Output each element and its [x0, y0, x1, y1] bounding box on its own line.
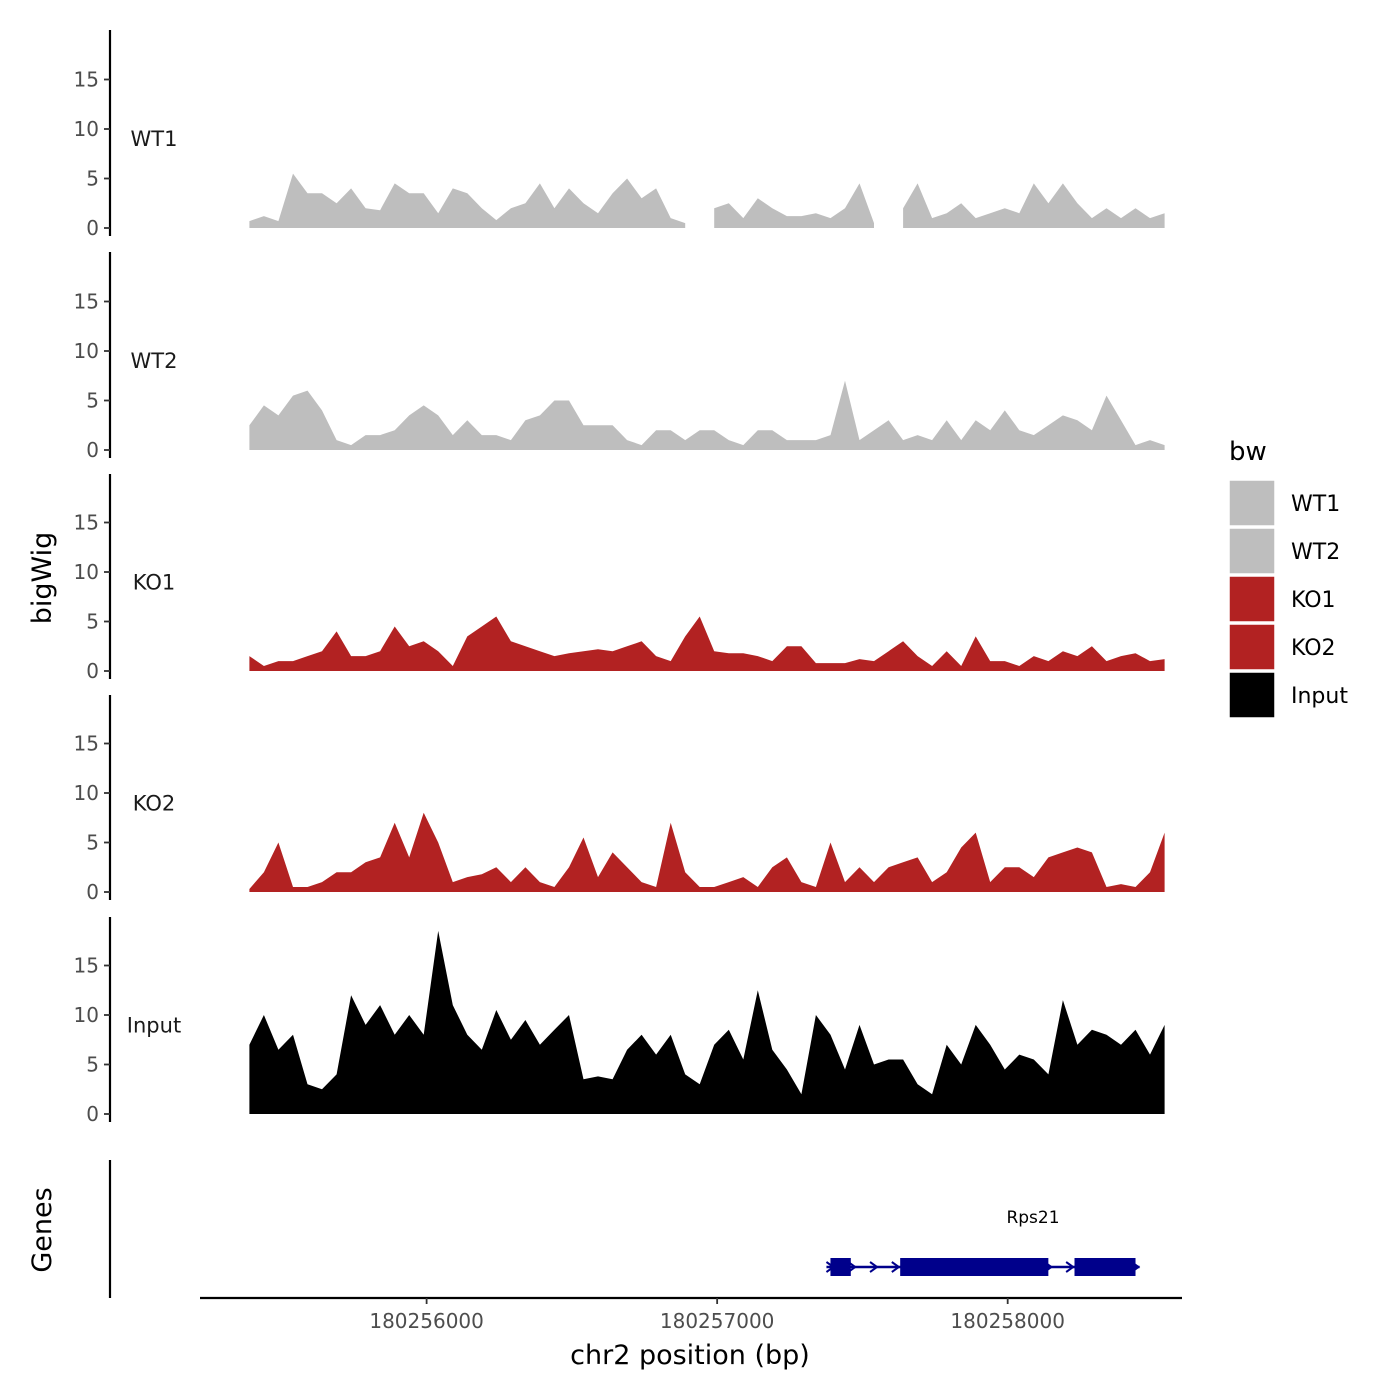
y-tick-label: 15 [74, 68, 99, 92]
gene-exon [1074, 1258, 1136, 1276]
gene-exon [900, 1258, 1049, 1276]
legend-swatch-wt2 [1228, 527, 1276, 575]
legend-swatch-ko1 [1228, 575, 1276, 623]
strand-arrow [869, 1261, 879, 1273]
x-tick-label: 180256000 [369, 1309, 484, 1333]
y-tick-label: 10 [74, 117, 99, 141]
y-tick-label: 5 [86, 1053, 99, 1077]
y-tick-label: 15 [74, 511, 99, 535]
y-tick-label: 10 [74, 560, 99, 584]
x-tick-label: 180257000 [660, 1309, 775, 1333]
y-tick-label: 15 [74, 732, 99, 756]
y-tick-label: 0 [86, 438, 99, 462]
tracks-layer: 0 5 10 15 WT1 0 5 10 15 WT2 0 5 10 15 KO1 0 5 10 15 KO2 0 5 10… [74, 30, 1165, 1126]
legend-label-ko1: KO1 [1291, 588, 1336, 613]
y-tick-label: 10 [74, 339, 99, 363]
track-wt2: 0 5 10 15 WT2 [74, 252, 1165, 462]
y-tick-label: 15 [74, 954, 99, 978]
y-tick-label: 0 [86, 1102, 99, 1126]
legend-swatch-wt1 [1228, 479, 1276, 527]
y-tick-label: 5 [86, 389, 99, 413]
track-label: WT1 [131, 127, 178, 151]
genes-panel-title: Genes [27, 1187, 58, 1272]
legend: bw WT1 WT2 KO1 KO2 Input [1228, 437, 1348, 719]
signal-area-input [249, 930, 1165, 1114]
y-tick-label: 5 [86, 610, 99, 634]
track-label: KO1 [133, 571, 176, 595]
track-ko1: 0 5 10 15 KO1 [74, 474, 1165, 683]
y-tick-label: 10 [74, 1003, 99, 1027]
gene-exon [830, 1258, 851, 1276]
gene-label: Rps21 [1006, 1208, 1059, 1228]
legend-swatch-input [1228, 671, 1276, 719]
y-tick-label: 5 [86, 831, 99, 855]
track-ko2: 0 5 10 15 KO2 [74, 695, 1165, 904]
x-axis-title: chr2 position (bp) [570, 1340, 810, 1371]
signal-area-wt2 [249, 380, 1165, 450]
signal-area-ko2 [249, 812, 1165, 892]
x-tick-label: 180258000 [950, 1309, 1065, 1333]
y-tick-label: 0 [86, 216, 99, 240]
y-axis-title: bigWig [27, 532, 58, 625]
y-tick-label: 0 [86, 880, 99, 904]
track-label: Input [127, 1014, 181, 1038]
y-tick-label: 10 [74, 781, 99, 805]
track-label: KO2 [133, 792, 176, 816]
track-input: 0 5 10 15 Input [74, 917, 1165, 1126]
legend-label-wt1: WT1 [1291, 492, 1340, 517]
track-label: WT2 [131, 349, 178, 373]
legend-label-ko2: KO2 [1291, 636, 1336, 661]
legend-label-input: Input [1291, 684, 1348, 709]
signal-area-wt1 [249, 173, 686, 228]
y-tick-label: 5 [86, 167, 99, 191]
legend-title: bw [1229, 437, 1267, 467]
legend-label-wt2: WT2 [1291, 540, 1340, 565]
signal-area-ko1 [249, 616, 1165, 671]
strand-arrow [1065, 1261, 1075, 1273]
y-tick-label: 15 [74, 290, 99, 314]
strand-arrow [891, 1261, 901, 1273]
track-wt1: 0 5 10 15 WT1 [74, 30, 1165, 240]
y-tick-label: 0 [86, 659, 99, 683]
legend-swatch-ko2 [1228, 623, 1276, 671]
gene-track: Rps21 [108, 1160, 1141, 1298]
x-axis: 180256000 180257000 180258000 [200, 1296, 1182, 1333]
signal-area-wt1 [714, 183, 874, 228]
signal-area-wt1 [903, 183, 1165, 228]
